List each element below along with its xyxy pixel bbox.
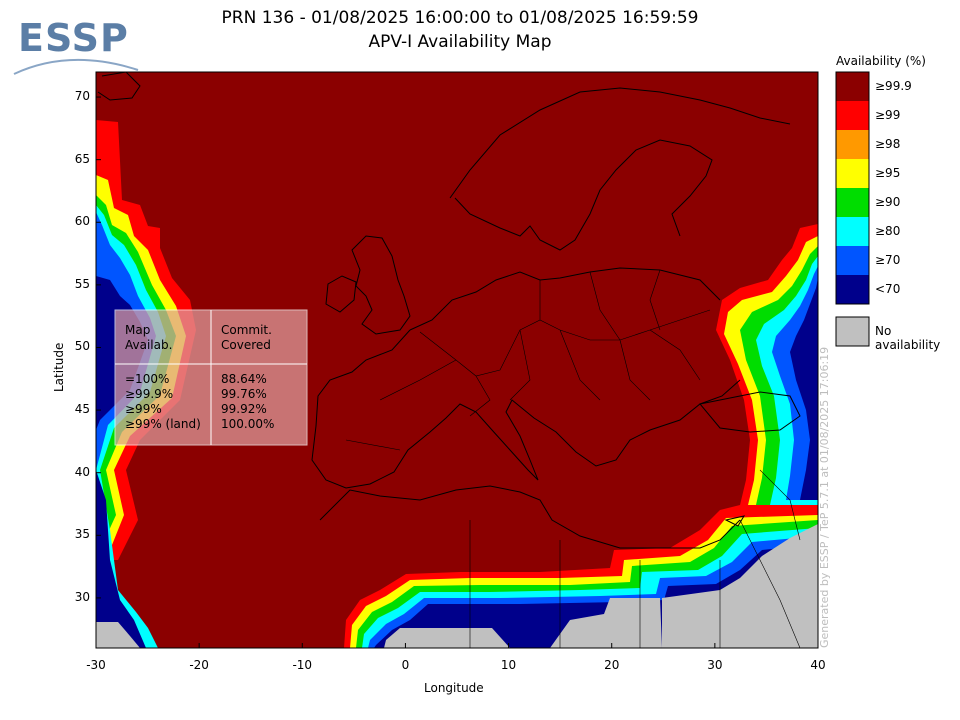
stats-row-label: =100% <box>125 372 170 386</box>
legend-swatch <box>836 72 869 101</box>
legend-swatch <box>836 159 869 188</box>
stats-values: 88.64% 99.76% 99.92% 100.00% <box>221 372 274 432</box>
x-axis-label: Longitude <box>424 681 484 695</box>
stats-col1-header: Map Availab. <box>125 323 172 353</box>
south-noavail-2 <box>550 598 662 648</box>
stats-col2-header-line2: Covered <box>221 338 271 352</box>
x-tick-label: 20 <box>604 658 620 672</box>
legend-item-label: ≥90 <box>875 195 901 209</box>
stats-table <box>114 309 308 446</box>
west-band-darkblue-2 <box>96 470 146 648</box>
stats-row-value: 88.64% <box>221 372 267 386</box>
coast-black-sea <box>699 391 801 433</box>
coast-cyprus <box>724 515 746 527</box>
stats-row-label: ≥99.9% <box>125 387 174 401</box>
y-tick-label: 65 <box>74 151 90 166</box>
legend-item-label: ≥99.9 <box>875 79 912 93</box>
stats-row-value: 99.76% <box>221 387 267 401</box>
legend-swatch <box>836 101 869 130</box>
legend-swatch <box>836 188 869 217</box>
stats-col1-header-line1: Map <box>125 323 151 337</box>
legend-no-availability-label: No availability <box>875 324 941 352</box>
legend-swatches <box>835 71 870 347</box>
legend-item-label: ≥80 <box>875 224 901 238</box>
stats-row-value: 99.92% <box>221 402 267 416</box>
x-tick-label: 30 <box>707 658 723 672</box>
stats-col1-header-line2: Availab. <box>125 338 173 352</box>
y-axis-label: Latitude <box>52 342 66 392</box>
x-tick-label: -30 <box>86 658 106 672</box>
essp-logo: ESSP <box>10 8 140 80</box>
map-title: PRN 136 - 01/08/2025 16:00:00 to 01/08/2… <box>221 8 699 28</box>
coast-iceland <box>97 72 141 101</box>
x-tick-label: 0 <box>401 658 410 672</box>
y-tick-label: 50 <box>74 339 90 354</box>
legend-title: Availability (%) <box>836 54 926 68</box>
y-tick-label: 40 <box>74 464 90 479</box>
stats-row-label: ≥99% (land) <box>125 417 201 431</box>
east-band-darkblue <box>790 278 818 500</box>
y-tick-label: 60 <box>74 214 90 229</box>
stats-labels: =100% ≥99.9% ≥99% ≥99% (land) <box>125 372 201 432</box>
legend-item-label: ≥95 <box>875 166 901 180</box>
x-tick-label: -10 <box>292 658 313 672</box>
generated-credit: Generated by ESSP / TeP 5.7.1 at 01/08/2… <box>818 346 831 648</box>
y-tick-label: 55 <box>74 276 90 291</box>
map-subtitle: APV-I Availability Map <box>368 32 552 52</box>
south-noavail <box>384 628 510 648</box>
legend-item-label: ≥98 <box>875 137 901 151</box>
logo-text: ESSP <box>18 16 129 60</box>
coast-scandinavia <box>449 87 791 251</box>
borders-europe <box>345 269 801 648</box>
stats-col2-header-line1: Commit. <box>221 323 272 337</box>
plot-frame <box>95 71 819 649</box>
y-tick-label: 70 <box>74 89 90 104</box>
coast-africa <box>319 485 741 549</box>
x-tick-label: -20 <box>189 658 209 672</box>
x-tick-label: 10 <box>500 658 517 672</box>
coast-britain <box>351 235 411 335</box>
legend-item-label: <70 <box>875 282 901 296</box>
legend-swatch <box>836 275 869 304</box>
coast-ireland <box>325 275 357 313</box>
stats-col2-header: Commit. Covered <box>221 323 272 353</box>
legend-swatch <box>836 217 869 246</box>
legend-swatch <box>836 130 869 159</box>
legend-item-label: ≥70 <box>875 253 901 267</box>
south-noavail-3 <box>662 524 818 648</box>
logo-swoosh-icon <box>13 59 139 75</box>
y-tick-label: 45 <box>74 402 90 417</box>
stats-row-value: 100.00% <box>221 417 275 431</box>
legend-item-label: ≥99 <box>875 108 901 122</box>
stats-row-label: ≥99% <box>125 402 162 416</box>
x-tick-label: 40 <box>810 658 826 672</box>
legend-frame <box>835 71 870 305</box>
legend-no-availability-swatch <box>835 316 870 347</box>
y-tick-label: 35 <box>74 527 90 542</box>
west-noavail <box>96 622 140 648</box>
y-tick-label: 30 <box>74 589 90 604</box>
legend-swatch <box>836 246 869 275</box>
